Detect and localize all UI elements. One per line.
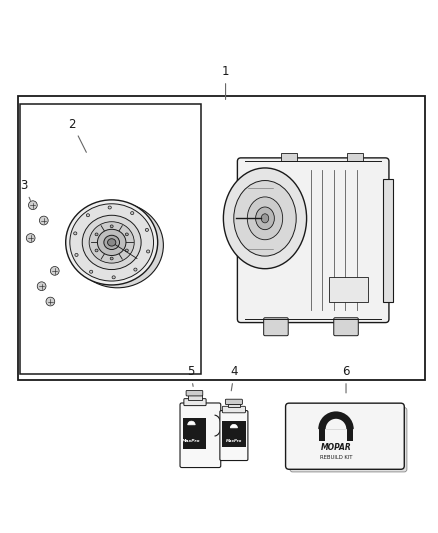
Bar [183, 418, 205, 449]
Bar [222, 422, 246, 447]
Ellipse shape [89, 222, 134, 263]
Ellipse shape [110, 225, 113, 228]
FancyBboxPatch shape [264, 318, 288, 336]
Ellipse shape [97, 229, 126, 255]
Ellipse shape [75, 253, 78, 256]
Text: MaxPro: MaxPro [182, 439, 201, 443]
Ellipse shape [125, 249, 128, 252]
Ellipse shape [256, 207, 274, 230]
Bar [20, 104, 201, 374]
Text: 3: 3 [21, 179, 31, 200]
Ellipse shape [110, 257, 113, 260]
Ellipse shape [261, 214, 269, 223]
Ellipse shape [74, 232, 77, 235]
Ellipse shape [71, 203, 163, 288]
Bar [347, 152, 363, 161]
Ellipse shape [234, 181, 296, 256]
Text: 4: 4 [230, 365, 238, 391]
Bar [328, 278, 368, 302]
FancyBboxPatch shape [186, 391, 203, 396]
Ellipse shape [134, 268, 137, 271]
FancyBboxPatch shape [184, 399, 206, 406]
Bar [228, 403, 240, 407]
Circle shape [46, 297, 55, 306]
FancyBboxPatch shape [290, 408, 407, 472]
Circle shape [26, 233, 35, 243]
Ellipse shape [108, 239, 116, 246]
FancyBboxPatch shape [237, 158, 389, 322]
Ellipse shape [104, 235, 120, 249]
Text: 6: 6 [342, 365, 350, 393]
Ellipse shape [70, 204, 154, 281]
Text: MaxPro: MaxPro [226, 440, 242, 443]
Bar [18, 96, 425, 381]
Wedge shape [230, 424, 237, 428]
Ellipse shape [146, 250, 150, 253]
Circle shape [50, 266, 59, 275]
Ellipse shape [82, 215, 141, 270]
Wedge shape [318, 411, 354, 429]
Ellipse shape [131, 212, 134, 215]
Ellipse shape [247, 197, 283, 240]
Ellipse shape [66, 200, 158, 285]
Ellipse shape [95, 233, 98, 236]
Ellipse shape [112, 276, 115, 279]
Ellipse shape [95, 249, 98, 252]
Text: 2: 2 [68, 118, 86, 152]
Circle shape [37, 282, 46, 290]
Ellipse shape [125, 233, 128, 236]
Circle shape [28, 201, 37, 209]
FancyBboxPatch shape [223, 406, 245, 413]
Text: REBUILD KIT: REBUILD KIT [320, 455, 352, 460]
Bar [383, 179, 393, 302]
FancyBboxPatch shape [220, 410, 248, 461]
Text: 1: 1 [222, 65, 230, 100]
Bar [281, 152, 297, 161]
Ellipse shape [86, 214, 89, 217]
Text: 5: 5 [187, 365, 194, 386]
Ellipse shape [108, 206, 111, 209]
Wedge shape [325, 419, 346, 429]
FancyBboxPatch shape [226, 399, 242, 405]
Bar [188, 395, 201, 400]
Ellipse shape [223, 168, 307, 269]
Wedge shape [188, 421, 195, 425]
Ellipse shape [145, 228, 148, 231]
Bar [346, 429, 353, 441]
Bar [318, 429, 325, 441]
Ellipse shape [89, 270, 93, 273]
Text: MOPAR: MOPAR [321, 443, 351, 452]
FancyBboxPatch shape [286, 403, 404, 469]
FancyBboxPatch shape [334, 318, 358, 336]
Circle shape [39, 216, 48, 225]
FancyBboxPatch shape [180, 403, 221, 467]
